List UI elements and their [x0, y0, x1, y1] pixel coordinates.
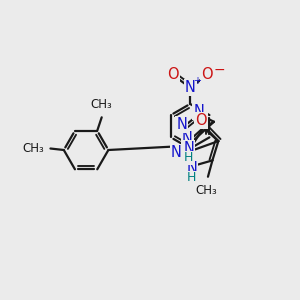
Text: O: O — [201, 67, 213, 82]
Text: N: N — [183, 141, 194, 156]
Text: N: N — [194, 104, 205, 119]
Text: H: H — [184, 151, 193, 164]
Text: O: O — [195, 113, 207, 128]
Text: H: H — [187, 171, 196, 184]
Text: CH₃: CH₃ — [91, 98, 112, 111]
Text: N: N — [171, 146, 182, 160]
Text: O: O — [167, 67, 179, 82]
Text: −: − — [213, 63, 225, 77]
Text: N: N — [185, 80, 196, 95]
Text: CH₃: CH₃ — [196, 184, 217, 197]
Text: N: N — [186, 161, 197, 176]
Text: +: + — [193, 76, 201, 86]
Text: N: N — [176, 117, 187, 132]
Text: N: N — [182, 130, 193, 146]
Text: CH₃: CH₃ — [23, 142, 44, 155]
